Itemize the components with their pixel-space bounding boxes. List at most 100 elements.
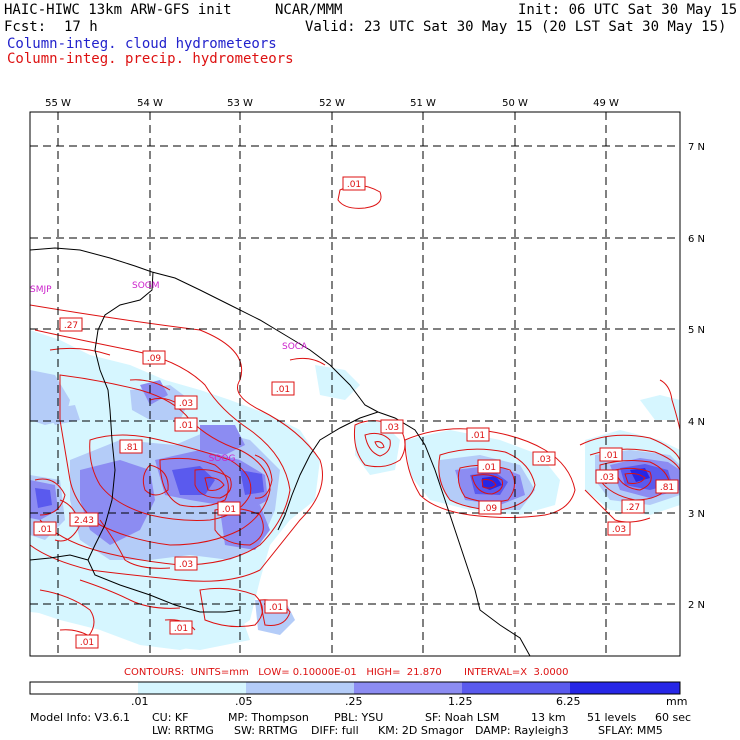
contour-label: 2.43 — [69, 512, 99, 527]
svg-text:.81: .81 — [124, 443, 138, 453]
svg-text:.03: .03 — [385, 423, 399, 433]
contour-label: .01 — [75, 634, 99, 649]
diff-scheme: DIFF: full — [311, 724, 359, 737]
field-cloud-label: Column-integ. cloud hydrometeors — [7, 36, 277, 52]
contour-label: .09 — [142, 350, 166, 365]
contour-label: .01 — [33, 521, 57, 536]
contour-label: .01 — [174, 417, 198, 432]
lat-label: 6 N — [688, 234, 705, 245]
contour-label: .01 — [271, 381, 295, 396]
lon-label: 54 W — [137, 98, 163, 109]
svg-text:.81: .81 — [660, 483, 674, 493]
svg-text:.03: .03 — [179, 560, 193, 570]
svg-text:.03: .03 — [537, 455, 551, 465]
valid-time: Valid: 23 UTC Sat 30 May 15 (20 LST Sat … — [305, 19, 727, 35]
svg-text:2.43: 2.43 — [74, 516, 94, 526]
contour-info: CONTOURS: UNITS=mm LOW= 0.10000E-01 HIGH… — [124, 667, 569, 678]
precip-contours — [30, 185, 680, 641]
colorbar-tick: 1.25 — [448, 695, 473, 708]
km-scheme: KM: 2D Smagor — [378, 724, 464, 737]
svg-text:.01: .01 — [471, 431, 485, 441]
svg-text:.03: .03 — [179, 399, 193, 409]
contour-label: .09 — [478, 500, 502, 515]
sw-scheme: SW: RRTMG — [234, 724, 298, 737]
station-label: SOGM — [132, 281, 160, 291]
lon-label: 55 W — [45, 98, 71, 109]
colorbar-tick: .25 — [345, 695, 363, 708]
coastline — [30, 247, 531, 656]
lat-label: 7 N — [688, 142, 705, 153]
time-step: 60 sec — [655, 711, 692, 724]
lon-label: 50 W — [502, 98, 528, 109]
svg-text:.01: .01 — [276, 385, 290, 395]
svg-text:.01: .01 — [222, 505, 236, 515]
station-label: SMJP — [30, 285, 52, 295]
lat-label: 3 N — [688, 509, 705, 520]
model-info: Model Info: V3.6.1 — [30, 711, 131, 724]
lon-label: 53 W — [227, 98, 253, 109]
contour-label: .03 — [532, 451, 556, 466]
lon-label: 52 W — [319, 98, 345, 109]
resolution: 13 km — [531, 711, 566, 724]
model-title: HAIC-HIWC 13km ARW-GFS init — [4, 2, 232, 18]
svg-text:.27: .27 — [626, 503, 640, 513]
damp-scheme: DAMP: Rayleigh3 — [475, 724, 569, 737]
org-label: NCAR/MMM — [275, 2, 343, 18]
contour-label: .01 — [217, 501, 241, 516]
lat-label: 2 N — [688, 600, 705, 611]
svg-text:.01: .01 — [604, 451, 618, 461]
svg-text:.01: .01 — [179, 421, 193, 431]
pbl-scheme: PBL: YSU — [334, 711, 384, 724]
svg-text:.27: .27 — [64, 321, 78, 331]
sf-scheme: SF: Noah LSM — [425, 711, 500, 724]
svg-text:.01: .01 — [80, 638, 94, 648]
svg-text:.01: .01 — [174, 624, 188, 634]
colorbar-tick: .01 — [131, 695, 149, 708]
lat-label: 4 N — [688, 417, 705, 428]
contour-label: .03 — [595, 469, 619, 484]
contour-label: .03 — [174, 556, 198, 571]
contour-label: .01 — [342, 176, 366, 191]
svg-text:.01: .01 — [347, 180, 361, 190]
svg-text:.03: .03 — [600, 473, 614, 483]
svg-text:SOOG: SOOG — [209, 454, 236, 464]
mp-scheme: MP: Thompson — [228, 711, 309, 724]
vertical-levels: 51 levels — [587, 711, 637, 724]
map-frame — [29, 111, 681, 657]
cu-scheme: CU: KF — [152, 711, 189, 724]
contour-label: .81 — [119, 439, 143, 454]
contour-label: .03 — [380, 419, 404, 434]
contour-label: .03 — [174, 395, 198, 410]
contour-label: .81 — [655, 479, 679, 494]
svg-text:.09: .09 — [483, 504, 498, 514]
colorbar-tick: .05 — [235, 695, 253, 708]
lon-label: 49 W — [593, 98, 619, 109]
fcst-value: 17 h — [64, 19, 98, 35]
field-precip-label: Column-integ. precip. hydrometeors — [7, 51, 294, 67]
svg-text:.01: .01 — [269, 603, 283, 613]
svg-text:.01: .01 — [482, 463, 496, 473]
station-label: SOCA — [282, 342, 308, 352]
contour-label: .01 — [599, 447, 623, 462]
contour-label: .01 — [466, 427, 490, 442]
init-time: Init: 06 UTC Sat 30 May 15 — [518, 2, 738, 18]
lat-label: 5 N — [688, 325, 705, 336]
contour-label: .01 — [264, 599, 288, 614]
lon-label: 51 W — [410, 98, 436, 109]
contour-label: .01 — [169, 620, 193, 635]
colorbar-tick: 6.25 — [556, 695, 581, 708]
contour-label: .03 — [607, 521, 631, 536]
contour-label: .27 — [621, 499, 645, 514]
lw-scheme: LW: RRTMG — [152, 724, 214, 737]
svg-text:.01: .01 — [38, 525, 52, 535]
sflay-scheme: SFLAY: MM5 — [598, 724, 663, 737]
contour-label: .27 — [59, 317, 83, 332]
svg-text:.03: .03 — [612, 525, 626, 535]
contour-label: .01 — [477, 459, 501, 474]
svg-text:.09: .09 — [147, 354, 162, 364]
fcst-label: Fcst: — [4, 19, 47, 35]
contour-label: SOOG — [209, 454, 236, 464]
colorbar-unit: mm — [666, 695, 688, 708]
colorbar — [29, 681, 681, 695]
